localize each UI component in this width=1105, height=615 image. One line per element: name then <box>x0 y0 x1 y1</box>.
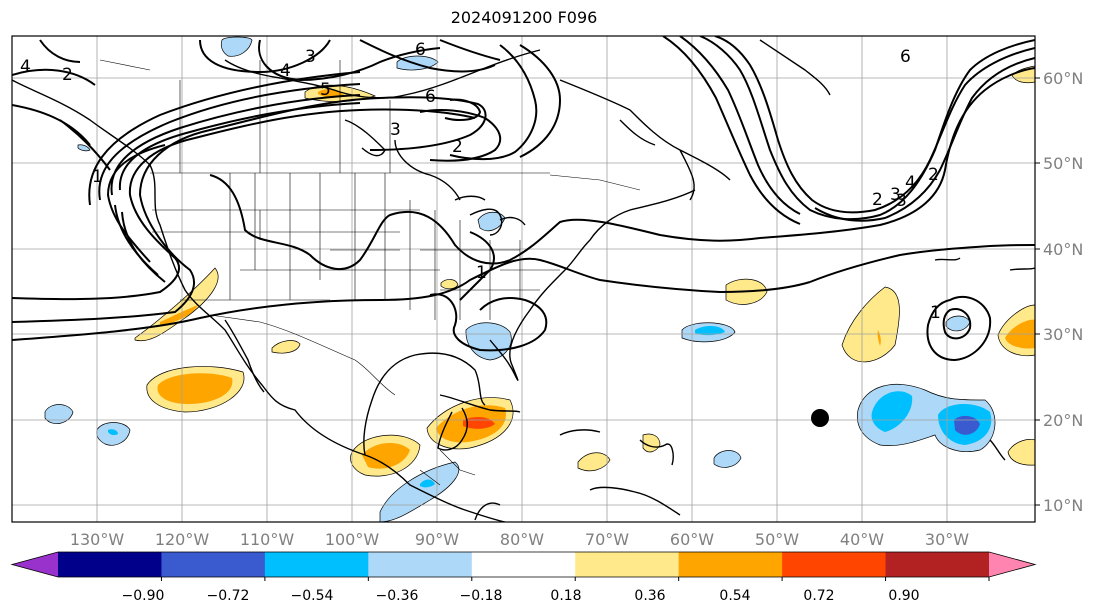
colorbar-segment <box>575 552 680 577</box>
lon-label: 70°W <box>585 530 629 549</box>
colorbar-outline <box>10 551 1037 578</box>
lon-label: 30°W <box>925 530 969 549</box>
colorbar-tick-label: 0.18 <box>550 588 581 604</box>
lat-label: 40°N <box>1043 240 1083 259</box>
contour-label: 3 <box>890 185 901 205</box>
colorbar-extend-low <box>12 552 58 577</box>
colorbar-segment <box>161 552 266 577</box>
storm-center-marker <box>811 409 829 427</box>
lon-label: 60°W <box>670 530 714 549</box>
contour-label: 4 <box>280 61 291 81</box>
lat-label: 60°N <box>1043 69 1083 88</box>
colorbar-extend-high <box>989 552 1035 577</box>
lon-label: 130°W <box>70 530 125 549</box>
contour-label: 1 <box>476 263 487 283</box>
lon-label: 40°W <box>840 530 884 549</box>
contour-label: 1 <box>92 167 103 187</box>
colorbar-segment <box>885 552 990 577</box>
latitude-labels: 60°N 50°N 40°N 30°N 20°N 10°N <box>1043 69 1083 515</box>
positive-anomalies <box>134 65 1035 477</box>
graticule <box>12 36 1035 522</box>
map-frame <box>11 35 1036 523</box>
colorbar-tick-label: −0.72 <box>207 588 250 604</box>
lat-label: 20°N <box>1043 411 1083 430</box>
colorbar-tick-label: 0.72 <box>803 588 834 604</box>
contours <box>12 36 1035 362</box>
colorbar-tick-label: 0.36 <box>634 588 665 604</box>
colorbar-segment <box>782 552 887 577</box>
colorbar-segment <box>264 552 369 577</box>
borders <box>99 59 641 486</box>
tick-marks <box>1035 77 1040 506</box>
contour-label: 3 <box>390 120 401 140</box>
contour-label: 2 <box>928 165 939 185</box>
colorbar-tick-label: −0.18 <box>460 588 503 604</box>
longitude-labels: 130°W 120°W 110°W 100°W 90°W 80°W 70°W 6… <box>70 530 969 549</box>
colorbar-tick-label: 0.90 <box>888 588 919 604</box>
map-title: 2024091200 F096 <box>450 8 598 27</box>
lon-label: 120°W <box>155 530 210 549</box>
lon-label: 90°W <box>415 530 459 549</box>
contour-label: 3 <box>305 47 316 67</box>
contour-labels: 3 6 5 6 3 2 4 4 1 3 6 2 2 3 4 1 2 1 <box>20 40 941 323</box>
lon-label: 100°W <box>325 530 380 549</box>
contour-label: 2 <box>872 190 883 210</box>
colorbar-segment <box>58 552 162 577</box>
contour-label: 6 <box>900 47 911 67</box>
colorbar-tick-label: 0.54 <box>719 588 750 604</box>
colorbar-segment <box>678 552 783 577</box>
lat-label: 10°N <box>1043 496 1083 515</box>
colorbar-tick-label: −0.90 <box>122 588 165 604</box>
lon-label: 80°W <box>500 530 544 549</box>
lon-label: 110°W <box>240 530 295 549</box>
lat-label: 50°N <box>1043 154 1083 173</box>
colorbar-tick-label: −0.36 <box>376 588 419 604</box>
contour-label: 3 <box>896 191 907 211</box>
colorbar-labels: −0.90 −0.72 −0.54 −0.36 −0.18 0.18 0.36 … <box>122 588 920 604</box>
contour-label: 4 <box>20 57 31 77</box>
lon-label: 50°W <box>755 530 799 549</box>
contour-label: 5 <box>320 80 331 100</box>
lat-label: 30°N <box>1043 325 1083 344</box>
colorbar-tick-label: −0.54 <box>291 588 334 604</box>
contour-label: 2 <box>62 65 73 85</box>
contour-label: 2 <box>452 137 463 157</box>
contour-label: 4 <box>905 173 916 193</box>
negative-anomalies <box>44 36 996 522</box>
contour-label: 6 <box>415 40 426 60</box>
colorbar-segment <box>368 552 473 577</box>
colorbar <box>10 551 1037 581</box>
contour-label: 6 <box>425 87 436 107</box>
contour-label: 1 <box>930 303 941 323</box>
colorbar-segment <box>471 552 576 577</box>
